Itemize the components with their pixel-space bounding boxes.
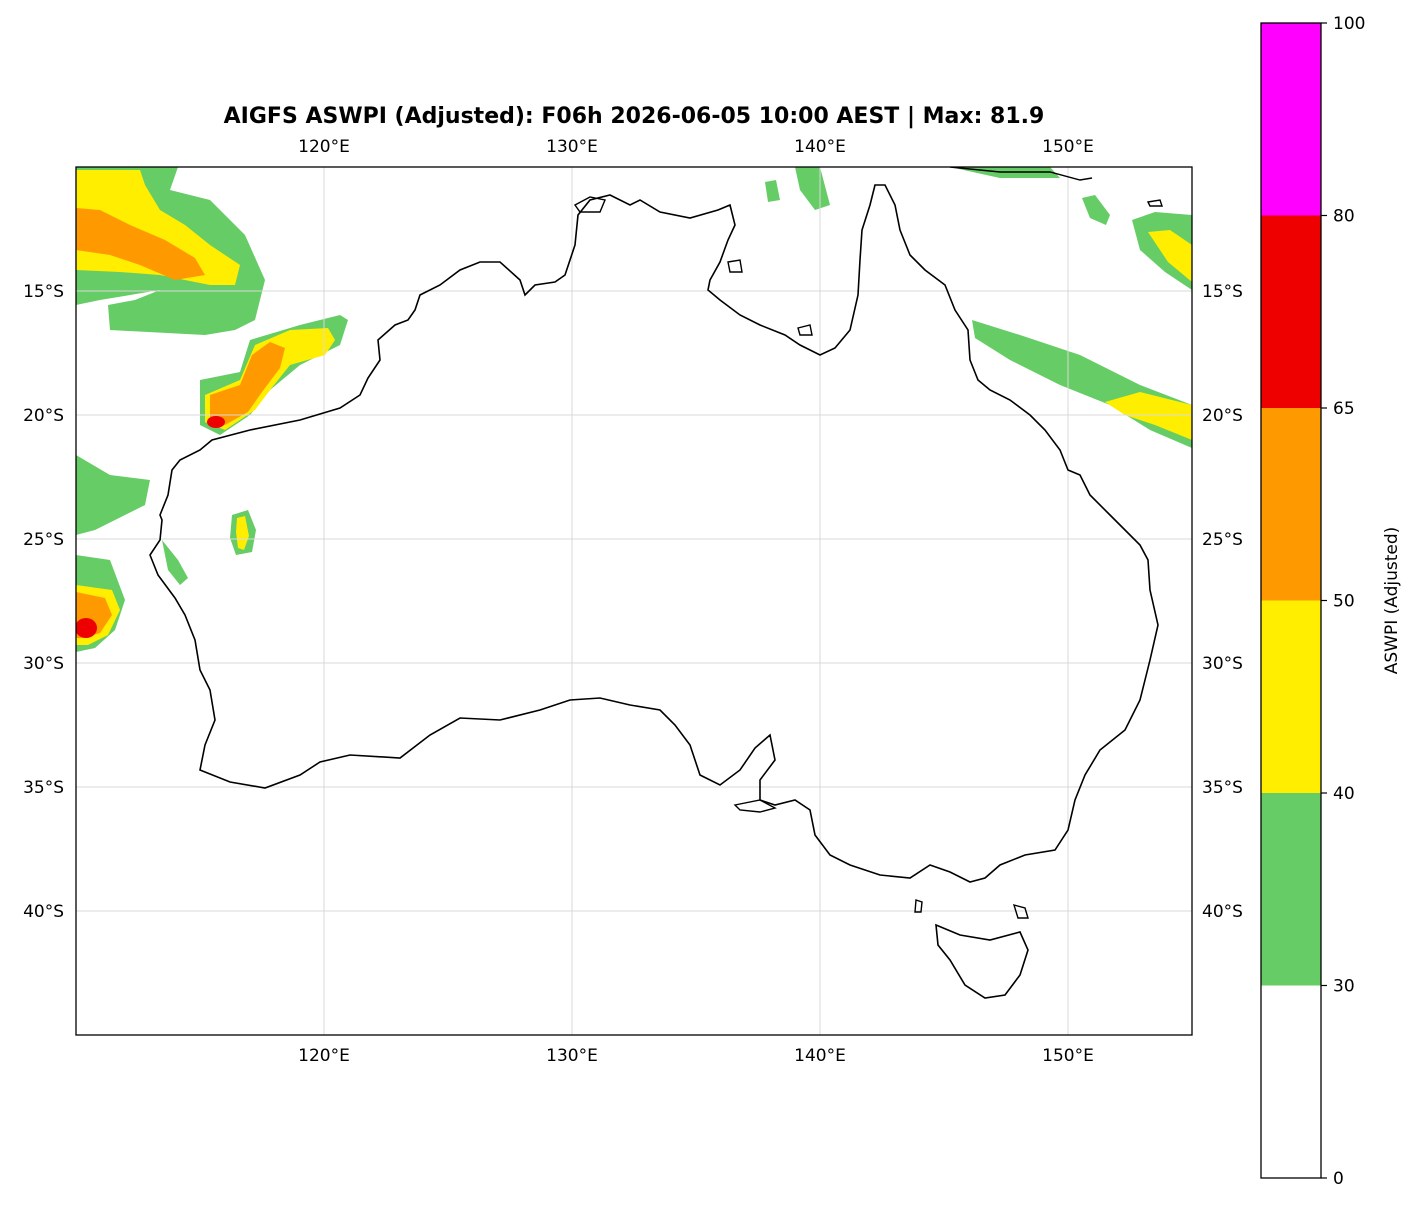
- lon-tick-label-top: 120°E: [298, 137, 350, 157]
- aswpi-area-30: [162, 540, 188, 585]
- colorbar-label: ASWPI (Adjusted): [1382, 527, 1402, 675]
- lon-tick-label-top: 150°E: [1042, 137, 1094, 157]
- island: [1012, 903, 1029, 919]
- map-frame: [75, 166, 1193, 1036]
- aswpi-area-30: [76, 455, 150, 535]
- lat-tick-label-right: 20°S: [1202, 406, 1243, 426]
- colorbar-tick-label: 0: [1333, 1169, 1344, 1189]
- colorbar-tick-label: 65: [1333, 399, 1355, 419]
- aswpi-area-50: [210, 342, 285, 425]
- groote-eylandt: [727, 259, 743, 273]
- lon-tick-label-bottom: 120°E: [298, 1046, 350, 1066]
- lat-tick-label-left: 40°S: [23, 902, 64, 922]
- lat-tick-label-right: 30°S: [1202, 654, 1243, 674]
- lat-tick-label-left: 25°S: [23, 530, 64, 550]
- lat-tick-label-left: 15°S: [23, 282, 64, 302]
- australia-coastline: [149, 184, 1159, 883]
- colorbar-segment: [1261, 215, 1321, 408]
- latitude-ticks: 15°S 15°S 20°S 20°S 25°S 25°S 30°S 30°S 35°S 35°S…: [23, 282, 1243, 922]
- colorbar-segment: [1261, 408, 1321, 601]
- aswpi-area-40: [1105, 392, 1192, 440]
- colorbar-segment: [1261, 23, 1321, 216]
- map-background: [76, 167, 1192, 1035]
- aswpi-area-40: [1148, 230, 1192, 282]
- aswpi-area-40: [236, 516, 249, 550]
- colorbar-tick-label: 100: [1333, 14, 1365, 34]
- lat-tick-label-right: 15°S: [1202, 282, 1243, 302]
- lon-tick-label-bottom: 150°E: [1042, 1046, 1094, 1066]
- map-panel: 120°E 120°E 130°E 130°E 140°E 140°E 150°E 150°E…: [23, 137, 1243, 1066]
- lat-tick-label-left: 35°S: [23, 778, 64, 798]
- lon-tick-label-top: 130°E: [546, 137, 598, 157]
- colorbar-tick-label: 80: [1333, 207, 1355, 227]
- lat-tick-label-left: 30°S: [23, 654, 64, 674]
- lat-tick-label-left: 20°S: [23, 406, 64, 426]
- colorbar-tick-label: 30: [1333, 977, 1355, 997]
- island: [914, 899, 923, 913]
- aswpi-area-50: [76, 208, 205, 280]
- lat-tick-label-right: 25°S: [1202, 530, 1243, 550]
- new-guinea-coastline: [949, 167, 1093, 181]
- island: [797, 324, 813, 336]
- longitude-ticks: 120°E 120°E 130°E 130°E 140°E 140°E 150°E 150°E: [298, 137, 1094, 1066]
- colorbar-tick-label: 50: [1333, 592, 1355, 612]
- lon-tick-label-bottom: 130°E: [546, 1046, 598, 1066]
- colorbar: 0 30 40 50 65 80 100 ASWPI (Adjusted): [1260, 14, 1402, 1189]
- colorbar-segment: [1261, 985, 1321, 1178]
- colorbar-segment: [1261, 793, 1321, 986]
- aswpi-area-65: [207, 416, 225, 428]
- island: [1146, 199, 1163, 207]
- colorbar-segment: [1261, 600, 1321, 793]
- lon-tick-label-bottom: 140°E: [794, 1046, 846, 1066]
- aswpi-area-30: [795, 167, 830, 210]
- melville-island: [573, 196, 606, 213]
- aswpi-area-30: [765, 180, 780, 202]
- lat-tick-label-right: 40°S: [1202, 902, 1243, 922]
- lon-tick-label-top: 140°E: [794, 137, 846, 157]
- aswpi-area-30: [1082, 195, 1110, 225]
- kangaroo-island: [733, 799, 777, 813]
- gridlines: [76, 167, 1192, 1035]
- lat-tick-label-right: 35°S: [1202, 778, 1243, 798]
- tasmania-coastline: [935, 923, 1029, 999]
- colorbar-tick-label: 40: [1333, 784, 1355, 804]
- aswpi-field: [76, 167, 1192, 652]
- aswpi-area-65: [76, 618, 97, 638]
- chart-title: AIGFS ASWPI (Adjusted): F06h 2026-06-05 …: [224, 104, 1045, 129]
- coastline: [149, 167, 1163, 999]
